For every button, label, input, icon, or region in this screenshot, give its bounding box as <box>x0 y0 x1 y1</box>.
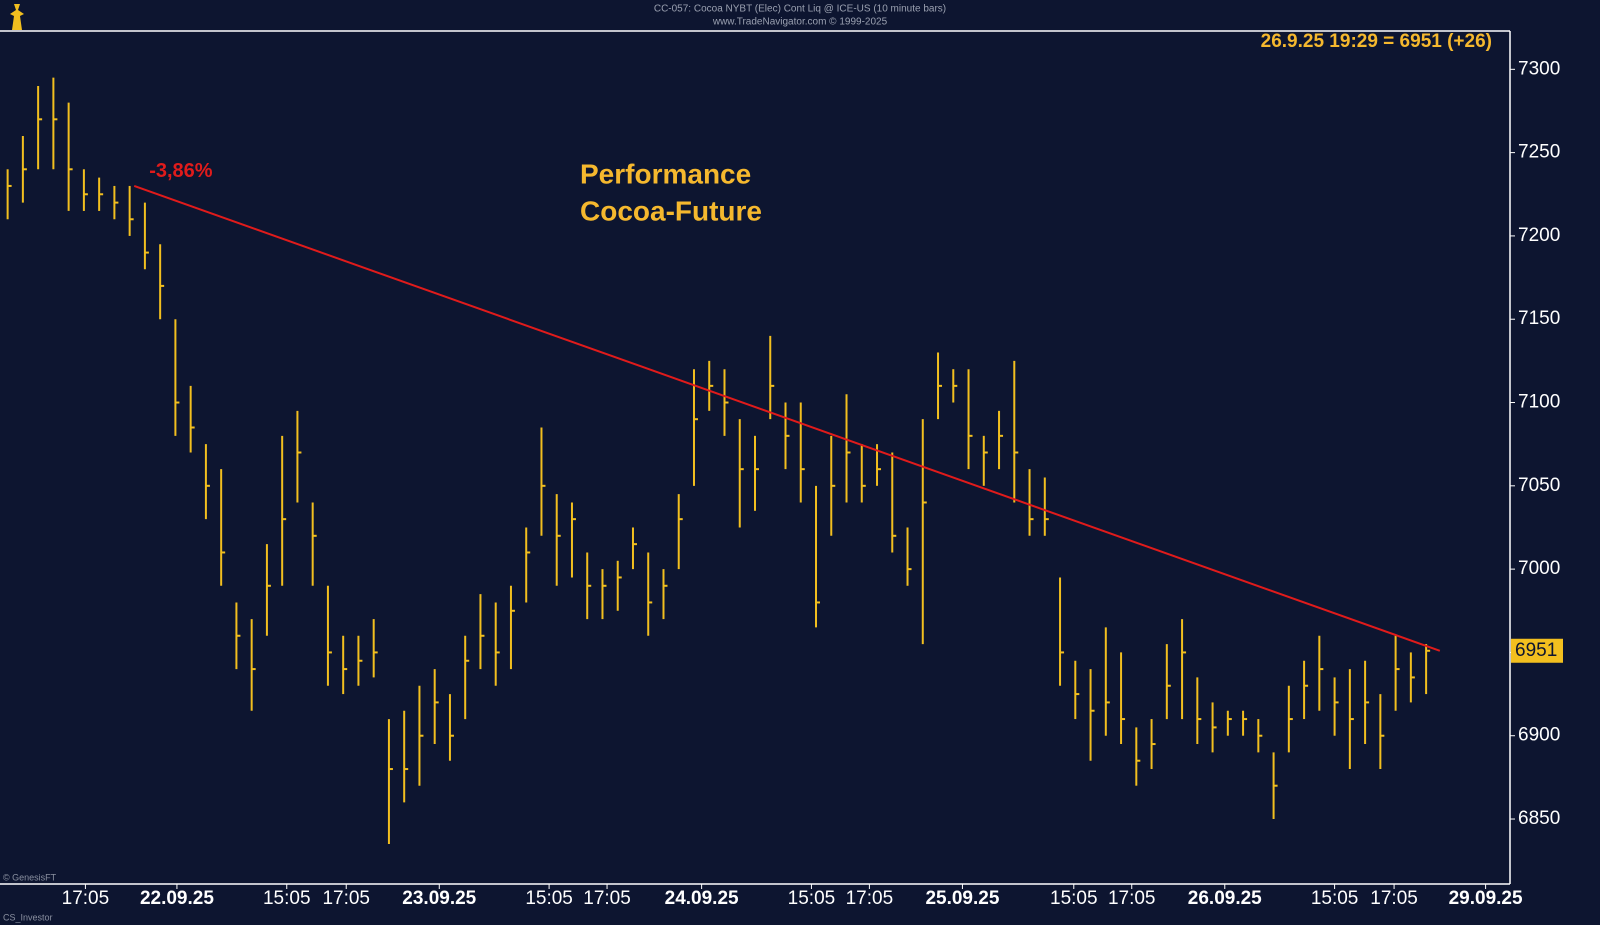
x-tick-label: 17:05 <box>322 888 370 909</box>
x-tick-label: 25.09.25 <box>925 888 999 909</box>
x-tick-label: 26.09.25 <box>1188 888 1262 909</box>
y-tick-label: 7150 <box>1518 308 1560 329</box>
x-tick-label: 15:05 <box>788 888 836 909</box>
x-tick-label: 17:05 <box>1370 888 1418 909</box>
price-tag <box>1511 638 1563 663</box>
x-tick-label: 17:05 <box>1108 888 1156 909</box>
x-tick-label: 15:05 <box>1050 888 1098 909</box>
y-tick-label: 7300 <box>1518 58 1560 79</box>
price-tag-label: 6951 <box>1515 640 1557 661</box>
x-tick-label: 15:05 <box>263 888 311 909</box>
y-tick-label: 7250 <box>1518 142 1560 163</box>
trend-line <box>133 184 1441 652</box>
x-tick-label: 15:05 <box>1311 888 1359 909</box>
y-tick-label: 7000 <box>1518 558 1560 579</box>
header-line: CC-057: Cocoa NYBT (Elec) Cont Liq @ ICE… <box>654 4 946 15</box>
chart-title: Performance <box>580 158 751 189</box>
trend-label: -3,86% <box>149 160 213 182</box>
y-tick-label: 7050 <box>1518 475 1560 496</box>
x-tick-label: 15:05 <box>525 888 573 909</box>
x-tick-label: 29.09.25 <box>1449 888 1523 909</box>
x-tick-label: 22.09.25 <box>140 888 214 909</box>
footer: CS_Investor <box>3 912 53 922</box>
x-tick-label: 23.09.25 <box>402 888 476 909</box>
x-tick-label: 24.09.25 <box>665 888 739 909</box>
x-tick-label: 17:05 <box>62 888 110 909</box>
footer: © GenesisFT <box>3 872 57 882</box>
x-tick-label: 17:05 <box>583 888 631 909</box>
chart-title: Cocoa-Future <box>580 195 762 226</box>
y-tick-label: 7200 <box>1518 225 1560 246</box>
y-tick-label: 6850 <box>1518 808 1560 829</box>
x-tick-label: 17:05 <box>846 888 894 909</box>
y-tick-label: 6900 <box>1518 725 1560 746</box>
last-quote: 26.9.25 19:29 = 6951 (+26) <box>1261 31 1492 52</box>
header-line: www.TradeNavigator.com © 1999-2025 <box>712 17 888 28</box>
y-tick-label: 7100 <box>1518 392 1560 413</box>
logo <box>10 4 24 30</box>
